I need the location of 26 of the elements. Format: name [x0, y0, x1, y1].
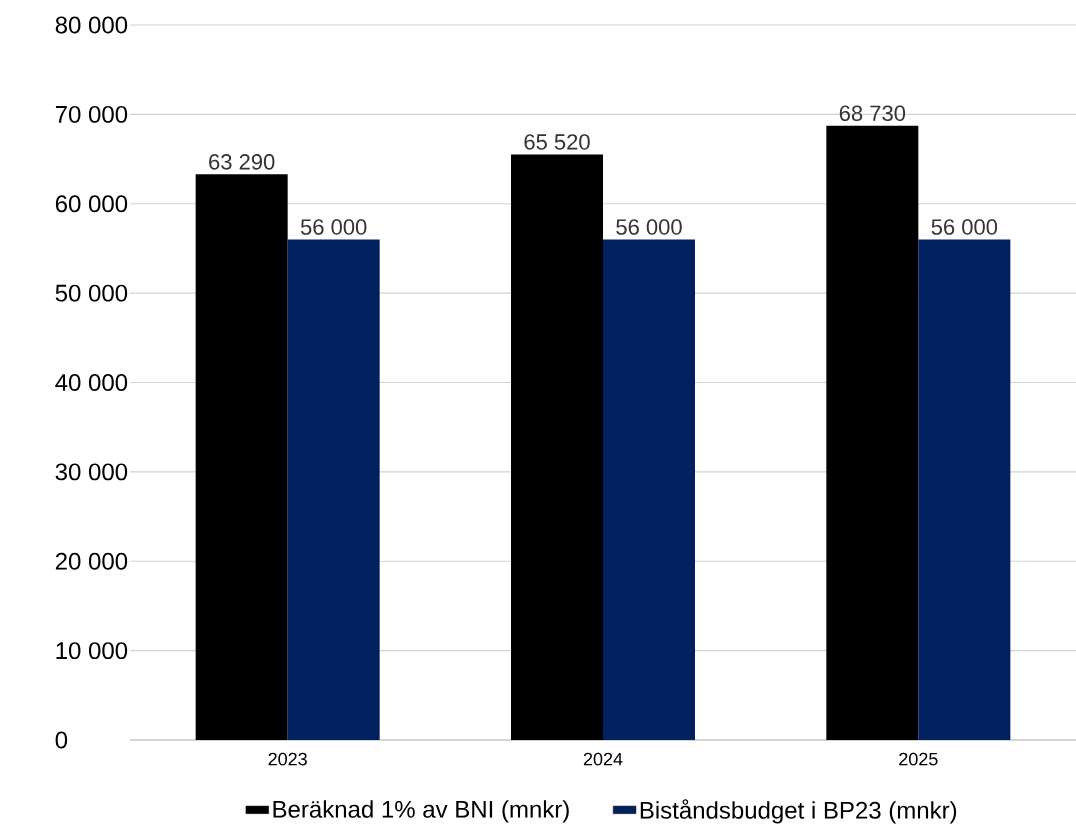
data-label: 63 290: [209, 154, 275, 170]
y-tick-label: 40 000: [55, 374, 128, 391]
y-tick-label: 10 000: [56, 642, 128, 660]
x-tick-label: 2024: [583, 752, 623, 766]
y-tick-label: 30 000: [55, 463, 128, 481]
y-tick-label: 60 000: [55, 195, 128, 213]
bar: [195, 174, 288, 740]
data-label: 68 730: [839, 105, 906, 122]
data-label: 56 000: [931, 219, 998, 235]
x-tick-label: 2023: [268, 752, 307, 766]
y-tick-label: 0: [55, 731, 68, 749]
y-tick-label: 80 000: [55, 16, 128, 34]
bar: [287, 239, 380, 740]
data-label: 65 520: [524, 134, 590, 150]
data-label: 56 000: [300, 219, 367, 235]
bar: [918, 239, 1011, 740]
legend-label: Beräknad 1% av BNI (mnkr): [273, 800, 569, 823]
x-tick-label: 2025: [899, 752, 938, 766]
y-tick-label: 70 000: [55, 105, 128, 123]
bar: [511, 154, 604, 740]
y-tick-label: 50 000: [55, 284, 128, 302]
data-label: 56 000: [616, 219, 682, 235]
bar: [826, 125, 919, 740]
y-tick-label: 20 000: [55, 552, 128, 570]
legend-label: Biståndsbudget i BP23 (mnkr): [640, 799, 957, 824]
bar: [603, 239, 696, 740]
